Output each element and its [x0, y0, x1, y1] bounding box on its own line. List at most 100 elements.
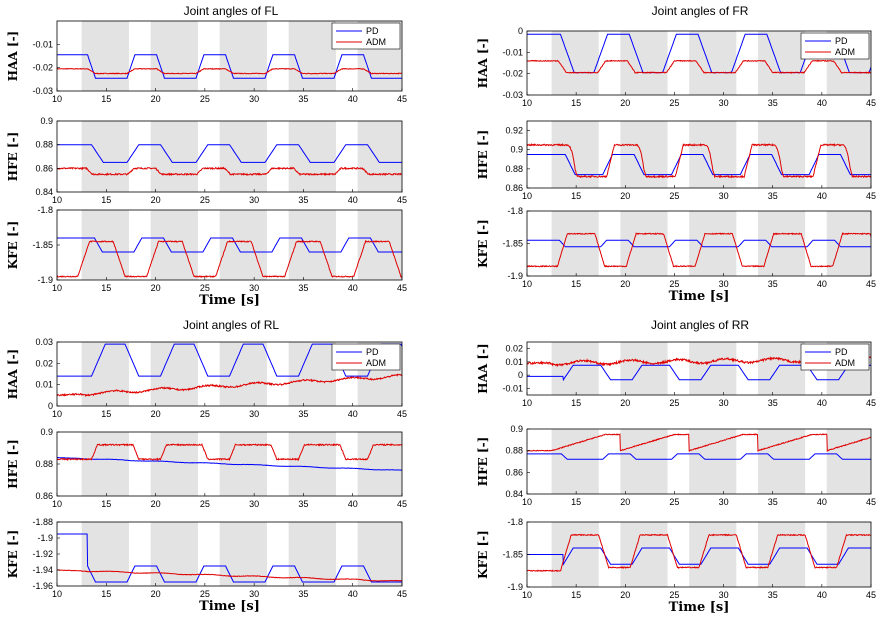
- shaded-interval: [288, 21, 336, 91]
- x-tick-label: 45: [866, 191, 876, 201]
- chart-panel-rl-kfe: 10 15 20 25 30 35 40 45 -1.88 -1.9 -1.92 -1.94 -1.96…: [6, 517, 407, 614]
- shaded-interval: [81, 210, 129, 280]
- y-tick-label: -1.85: [502, 239, 523, 249]
- x-tick-label: 30: [249, 94, 259, 104]
- series-line-adm: [527, 142, 871, 179]
- series-line-adm: [57, 442, 402, 462]
- x-tick-label: 15: [571, 279, 581, 289]
- shaded-interval: [150, 342, 198, 406]
- shaded-interval: [357, 522, 402, 586]
- shaded-interval: [150, 21, 198, 91]
- x-tick-label: 30: [249, 499, 259, 509]
- series-line-pd: [527, 154, 871, 176]
- x-tick-label: 35: [768, 497, 778, 507]
- y-tick-label: 0.88: [35, 140, 53, 150]
- x-tick-label: 35: [298, 409, 308, 419]
- y-tick-label: 0.88: [505, 164, 523, 174]
- chart-panel-rr-hfe: 10 15 20 25 30 35 40 45 0.9 0.88 0.86 0.84 HFE [-]: [476, 424, 876, 507]
- axes-frame: [56, 341, 403, 407]
- series-line-adm: [57, 569, 402, 582]
- x-tick-label: 30: [249, 283, 259, 293]
- series-line-pd: [57, 237, 402, 253]
- shaded-interval: [150, 121, 198, 192]
- y-tick-label: 0.84: [505, 489, 523, 499]
- legend-box: [800, 32, 870, 60]
- y-tick-label: -1.9: [37, 275, 53, 285]
- shaded-interval: [620, 522, 668, 587]
- y-tick-label: 0.01: [35, 380, 53, 390]
- shaded-interval: [757, 31, 806, 95]
- series-line-pd: [57, 343, 402, 377]
- shaded-interval: [357, 121, 402, 192]
- y-tick-label: 0.86: [35, 491, 53, 501]
- y-tick-label: 0.01: [505, 357, 523, 367]
- shaded-interval: [219, 210, 267, 280]
- x-tick-label: 30: [719, 279, 729, 289]
- shaded-interval: [551, 429, 599, 494]
- series-line-pd: [527, 547, 871, 566]
- x-tick-label: 20: [151, 195, 161, 205]
- axes-frame: [56, 120, 403, 193]
- shaded-interval: [689, 342, 737, 395]
- shaded-interval: [620, 31, 668, 95]
- y-tick-label: -1.88: [32, 517, 53, 527]
- shaded-interval: [357, 210, 402, 280]
- shaded-interval: [288, 432, 336, 496]
- shaded-interval: [288, 210, 336, 280]
- x-tick-label: 20: [620, 497, 630, 507]
- x-tick-label: 15: [571, 98, 581, 108]
- y-axis-label: HAA [-]: [6, 31, 20, 81]
- y-tick-label: -1.85: [32, 240, 53, 250]
- x-tick-label: 45: [397, 195, 407, 205]
- x-tick-label: 35: [298, 94, 308, 104]
- x-tick-label: 40: [817, 191, 827, 201]
- series-line-pd: [527, 364, 871, 382]
- axes-frame: [526, 120, 872, 189]
- legend-box: [331, 343, 401, 371]
- series-line-adm: [527, 232, 871, 268]
- chart-panel-fl-hfe: 10 15 20 25 30 35 40 45 0.9 0.88 0.86 0.84 HFE [-]: [6, 116, 407, 205]
- x-tick-label: 10: [522, 279, 532, 289]
- y-tick-label: -1.85: [502, 550, 523, 560]
- x-tick-label: 15: [101, 195, 111, 205]
- y-tick-label: -1.8: [37, 205, 53, 215]
- chart-panel-rr-kfe: 10 15 20 25 30 35 40 45 -1.8 -1.85 -1.9 KFE [-] Time…: [476, 517, 876, 615]
- legend-label-pd: PD: [835, 347, 848, 357]
- legend-label-pd: PD: [835, 36, 848, 46]
- x-tick-label: 20: [620, 398, 630, 408]
- x-tick-label: 25: [200, 499, 210, 509]
- series-line-adm: [57, 373, 402, 397]
- shaded-interval: [81, 21, 129, 91]
- x-tick-label: 15: [571, 191, 581, 201]
- x-tick-label: 25: [200, 195, 210, 205]
- y-tick-label: 0.86: [505, 183, 523, 193]
- x-tick-label: 25: [669, 398, 679, 408]
- x-tick-label: 10: [522, 590, 532, 600]
- shaded-interval: [620, 211, 668, 276]
- x-tick-label: 40: [348, 589, 358, 599]
- x-tick-label: 45: [866, 590, 876, 600]
- x-axis-label: Time [s]: [669, 289, 730, 304]
- shaded-interval: [551, 342, 599, 395]
- x-tick-label: 30: [249, 409, 259, 419]
- x-tick-label: 35: [298, 499, 308, 509]
- panels: 10 15 20 25 30 35 40 45 -0.01 -0.02 -0.03 HAA [-] PD…: [6, 20, 876, 615]
- y-tick-label: 0: [48, 401, 53, 411]
- series-line-adm: [57, 67, 402, 75]
- x-tick-label: 45: [397, 409, 407, 419]
- x-tick-label: 45: [397, 283, 407, 293]
- chart-panel-rr-haa: 10 15 20 25 30 35 40 45 0.02 0.01 0 -0.01 HAA [-] PDA…: [476, 341, 876, 408]
- y-tick-label: -1.96: [32, 581, 53, 591]
- y-tick-label: -1.8: [507, 206, 523, 216]
- x-tick-label: 35: [298, 589, 308, 599]
- x-tick-label: 10: [52, 499, 62, 509]
- x-tick-label: 30: [249, 589, 259, 599]
- y-tick-label: -1.9: [37, 533, 53, 543]
- x-tick-label: 40: [817, 497, 827, 507]
- legend-label-pd: PD: [366, 26, 379, 36]
- x-tick-label: 15: [571, 590, 581, 600]
- shaded-interval: [81, 432, 129, 496]
- x-tick-label: 15: [101, 283, 111, 293]
